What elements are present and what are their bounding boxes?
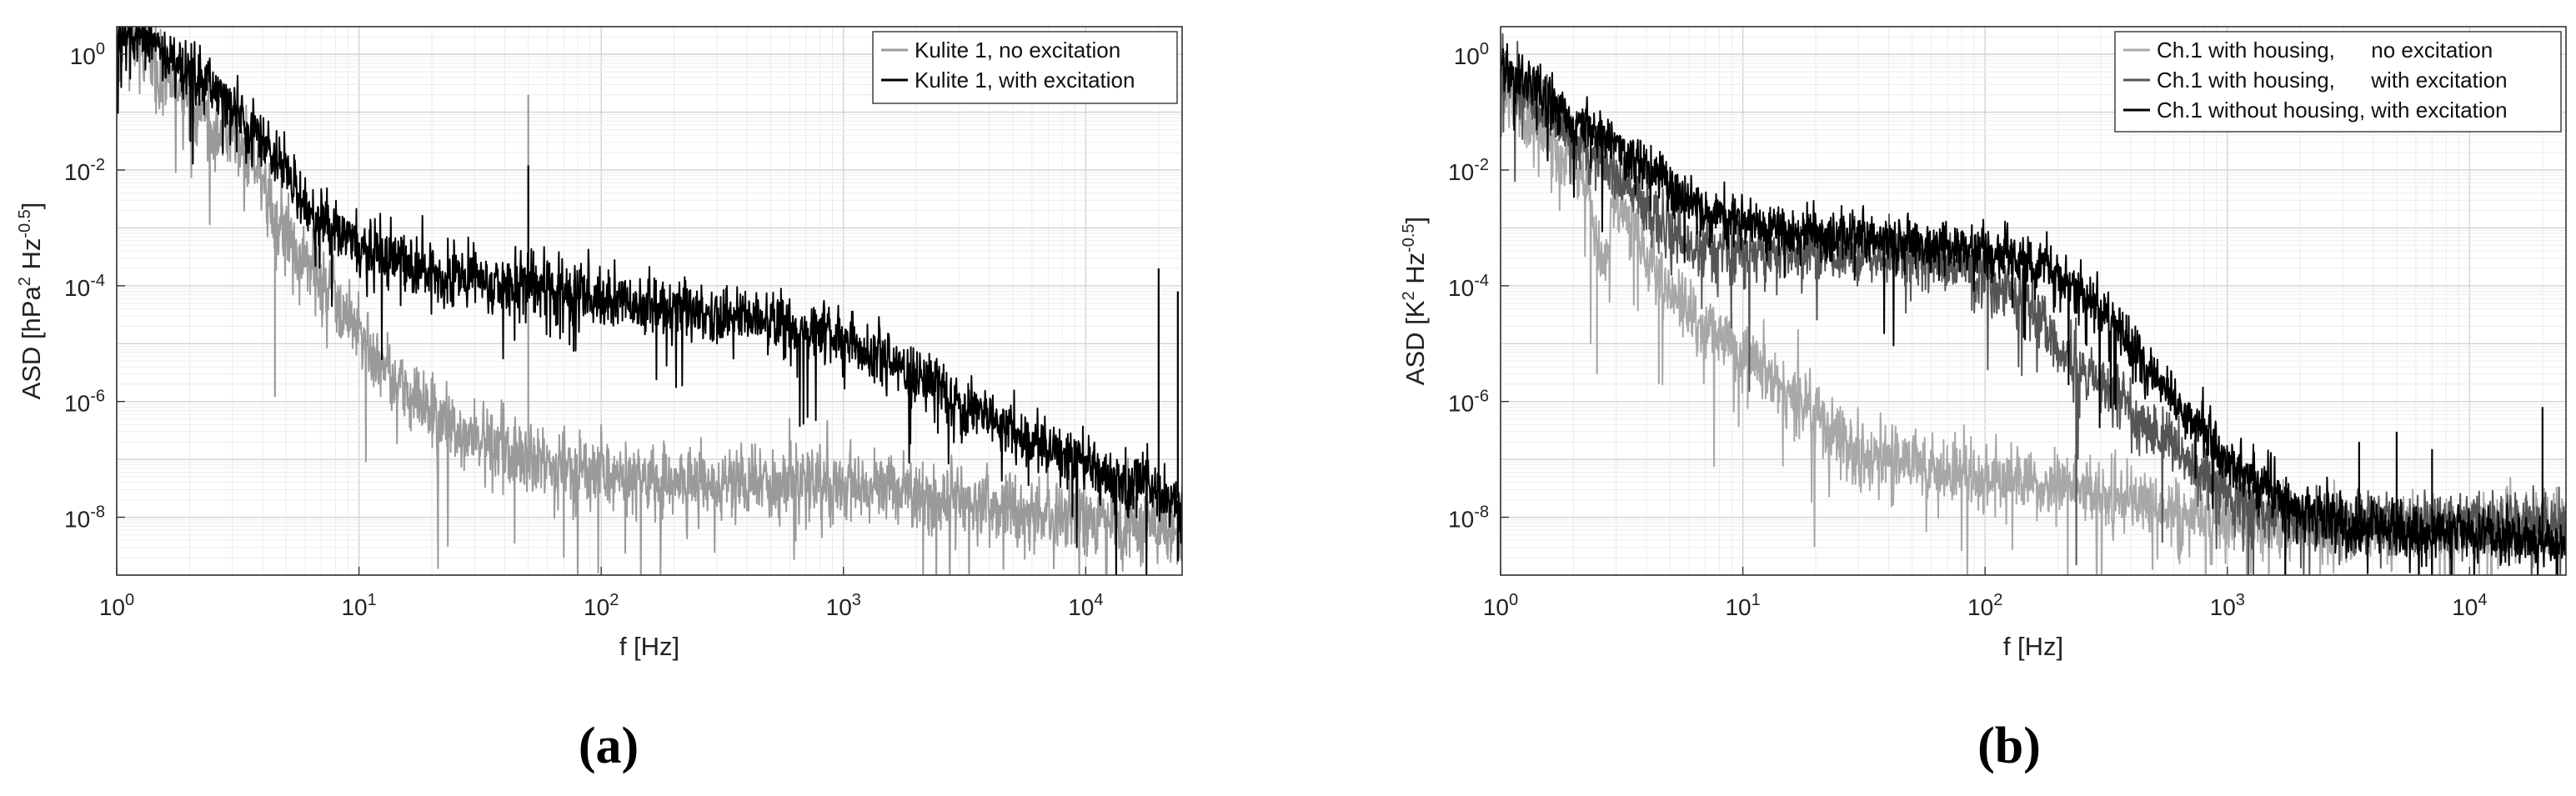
series-line-2 — [117, 27, 1182, 575]
x-axis-label: f [Hz] — [619, 632, 679, 661]
y-axis-label: ASD [K2 Hz-0.5] — [1400, 217, 1430, 385]
y-tick-label: 10-4 — [1448, 272, 1489, 301]
x-tick-label: 101 — [1725, 591, 1760, 620]
y-tick-label: 10-8 — [1448, 503, 1489, 533]
legend-box — [872, 31, 1178, 104]
ticks: 100 101 102 103 104 100 10-2 10-4 10-6 10-8 — [1448, 40, 2487, 620]
x-tick-label: 101 — [341, 591, 376, 620]
series-line-2 — [1501, 33, 2566, 575]
y-tick-label: 10-8 — [64, 503, 105, 533]
legend: Ch.1 with housing, no excitation Ch.1 wit… — [2114, 31, 2562, 133]
y-axis-label: ASD [hPa2 Hz-0.5] — [16, 203, 46, 400]
legend-entry-label: Kulite 1, with excitation — [915, 68, 1135, 93]
legend-entry-label: Kulite 1, no excitation — [915, 38, 1120, 63]
x-tick-label: 104 — [1068, 591, 1103, 620]
panel-a: 100 101 102 103 104 100 10-2 10-4 10-6 10-8 f [Hz]… — [16, 26, 1183, 774]
x-tick-label: 102 — [584, 591, 619, 620]
x-tick-label: 102 — [1967, 591, 2002, 620]
legend-box — [2114, 31, 2562, 133]
ticks: 100 101 102 103 104 100 10-2 10-4 10-6 10-8 — [64, 40, 1103, 620]
axes-frame — [116, 26, 1183, 576]
panel-label: (b) — [1977, 718, 2041, 774]
series-group — [1501, 33, 2566, 575]
y-tick-label: 100 — [1454, 40, 1489, 69]
panel-b: 100 101 102 103 104 100 10-2 10-4 10-6 10-8 f [Hz]… — [1400, 26, 2567, 774]
x-tick-label: 103 — [2210, 591, 2245, 620]
legend-entry-label: Ch.1 with housing, with excitation — [2157, 68, 2508, 93]
series-group — [117, 27, 1182, 575]
x-tick-label: 100 — [99, 591, 134, 620]
y-tick-label: 10-6 — [1448, 388, 1489, 417]
legend-entry-label: Ch.1 with housing, no excitation — [2157, 38, 2493, 63]
series-line-1 — [117, 27, 1182, 575]
legend: Kulite 1, no excitation Kulite 1, with ex… — [872, 31, 1178, 104]
x-tick-label: 104 — [2452, 591, 2487, 620]
x-tick-label: 100 — [1483, 591, 1518, 620]
y-tick-label: 10-2 — [64, 156, 105, 185]
panel-label: (a) — [579, 718, 639, 774]
x-axis-label: f [Hz] — [2003, 632, 2063, 661]
y-tick-label: 10-6 — [64, 388, 105, 417]
series-line-3 — [1501, 43, 2566, 575]
legend-entry-label: Ch.1 without housing, with excitation — [2157, 98, 2508, 123]
axes-frame — [1500, 26, 2567, 576]
y-tick-label: 100 — [70, 40, 105, 69]
x-tick-label: 103 — [826, 591, 861, 620]
y-tick-label: 10-4 — [64, 272, 105, 301]
y-tick-label: 10-2 — [1448, 156, 1489, 185]
